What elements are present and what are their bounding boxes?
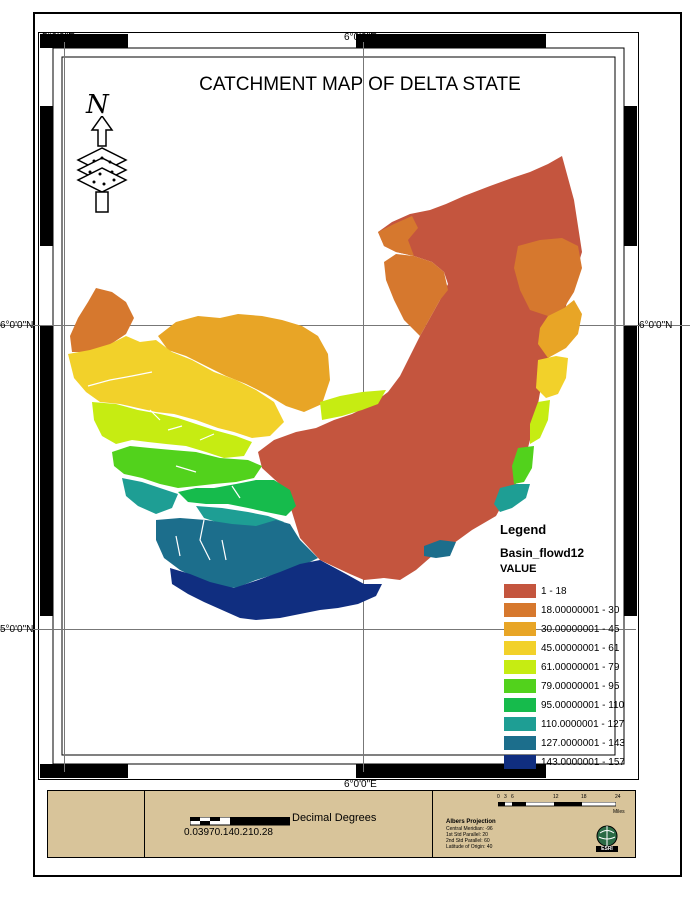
miles-tick-label: 24 xyxy=(615,794,621,800)
north-arrow-icon xyxy=(76,116,128,213)
legend-swatch xyxy=(504,698,536,712)
projection-line: 1st Std Parallel: 20 xyxy=(446,832,488,838)
legend: Legend Basin_flowd12 VALUE xyxy=(500,522,640,575)
legend-swatch xyxy=(504,622,536,636)
legend-items: 1 - 18 18.00000001 - 30 30.00000001 - 45 45… xyxy=(500,583,640,773)
grid-label-right-upper: 6°0'0"N xyxy=(639,320,673,331)
projection-line: Latitude of Origin: 40 xyxy=(446,844,493,850)
grid-label-left-lower: 5°0'0"N xyxy=(0,624,34,635)
info-panel-divider-1 xyxy=(144,791,145,857)
graticule-meridian-5e xyxy=(64,42,65,772)
info-panel-divider-2 xyxy=(432,791,433,857)
neatline-top-bar-2 xyxy=(356,34,546,48)
legend-swatch xyxy=(504,641,536,655)
legend-item: 79.00000001 - 95 xyxy=(504,678,619,694)
legend-item: 30.00000001 - 45 xyxy=(504,621,619,637)
miles-unit: Miles xyxy=(613,809,625,815)
legend-item: 127.0000001 - 143 xyxy=(504,735,625,751)
scale-bar-ticks: 0.03970.140.210.28 xyxy=(184,827,273,838)
scale-bar-unit: Decimal Degrees xyxy=(292,812,377,824)
projection-details: Central Meridian: -96 1st Std Parallel: 2… xyxy=(446,826,536,850)
neatline-left-bar-2 xyxy=(40,326,53,616)
legend-item-label: 95.00000001 - 110 xyxy=(541,699,625,711)
legend-item-label: 1 - 18 xyxy=(541,585,567,597)
legend-swatch xyxy=(504,603,536,617)
legend-item: 45.00000001 - 61 xyxy=(504,640,619,656)
neatline-top-bar-1 xyxy=(40,34,128,48)
esri-logo-text: ESRI xyxy=(596,846,618,852)
north-arrow-letter: N xyxy=(86,90,109,120)
projection-line: 2nd Std Parallel: 60 xyxy=(446,838,490,844)
legend-swatch xyxy=(504,660,536,674)
legend-title: Legend xyxy=(500,522,547,537)
legend-item-label: 61.00000001 - 79 xyxy=(541,661,620,673)
legend-item: 95.00000001 - 110 xyxy=(504,697,624,713)
neatline-left-bar-1 xyxy=(40,106,53,246)
miles-tick-label: 0 xyxy=(497,794,500,800)
graticule-parallel-5n xyxy=(0,629,636,630)
legend-swatch xyxy=(504,755,536,769)
legend-item-label: 30.00000001 - 45 xyxy=(541,623,620,635)
graticule-meridian-6e xyxy=(363,42,364,772)
miles-tick-label: 12 xyxy=(553,794,559,800)
scale-bar-miles xyxy=(498,802,616,807)
neatline-bottom-bar-2 xyxy=(356,764,546,778)
legend-swatch xyxy=(504,679,536,693)
legend-item-label: 79.00000001 - 95 xyxy=(541,680,620,692)
projection-line: Central Meridian: -96 xyxy=(446,826,493,832)
grid-label-left-upper: 6°0'0"N xyxy=(0,320,34,331)
grid-label-top-left: 5°0'0"E xyxy=(42,32,75,43)
legend-field-name: VALUE xyxy=(500,563,537,575)
info-panel: Decimal Degrees 0.03970.140.210.28 0 3 6 12… xyxy=(47,790,636,858)
legend-layer-name: Basin_flowd12 xyxy=(500,546,585,560)
legend-item-label: 18.00000001 - 30 xyxy=(541,604,620,616)
projection-title: Albers Projection xyxy=(446,819,496,825)
scale-bar-degrees xyxy=(190,817,290,826)
legend-swatch xyxy=(504,717,536,731)
neatline-right-bar-1 xyxy=(624,106,637,246)
legend-swatch xyxy=(504,736,536,750)
north-arrow: N xyxy=(72,90,132,220)
legend-item: 61.00000001 - 79 xyxy=(504,659,619,675)
grid-label-bottom-center: 6°0'0"E xyxy=(344,779,377,790)
legend-item-label: 143.0000001 - 157 xyxy=(541,756,625,768)
grid-label-top-center: 6°0'0"E xyxy=(344,32,377,43)
map-layout-frame xyxy=(33,12,682,877)
map-title: CATCHMENT MAP OF DELTA STATE xyxy=(199,74,521,95)
miles-tick-label: 3 xyxy=(504,794,507,800)
legend-item: 110.0000001 - 127 xyxy=(504,716,624,732)
neatline-bottom-bar-1 xyxy=(40,764,128,778)
globe-icon xyxy=(596,825,618,847)
miles-tick-label: 6 xyxy=(511,794,514,800)
miles-scale-ticks: 0 3 6 12 18 24 xyxy=(496,792,626,802)
esri-logo: ESRI xyxy=(592,825,622,853)
legend-item: 18.00000001 - 30 xyxy=(504,602,619,618)
legend-item-label: 127.0000001 - 143 xyxy=(541,737,625,749)
miles-tick-label: 18 xyxy=(581,794,587,800)
legend-swatch xyxy=(504,584,536,598)
legend-item: 143.0000001 - 157 xyxy=(504,754,625,770)
neatline-right-bar-2 xyxy=(624,326,637,616)
legend-item-label: 110.0000001 - 127 xyxy=(541,718,625,730)
legend-item: 1 - 18 xyxy=(504,583,567,599)
graticule-parallel-6n xyxy=(0,325,690,326)
legend-item-label: 45.00000001 - 61 xyxy=(541,642,620,654)
